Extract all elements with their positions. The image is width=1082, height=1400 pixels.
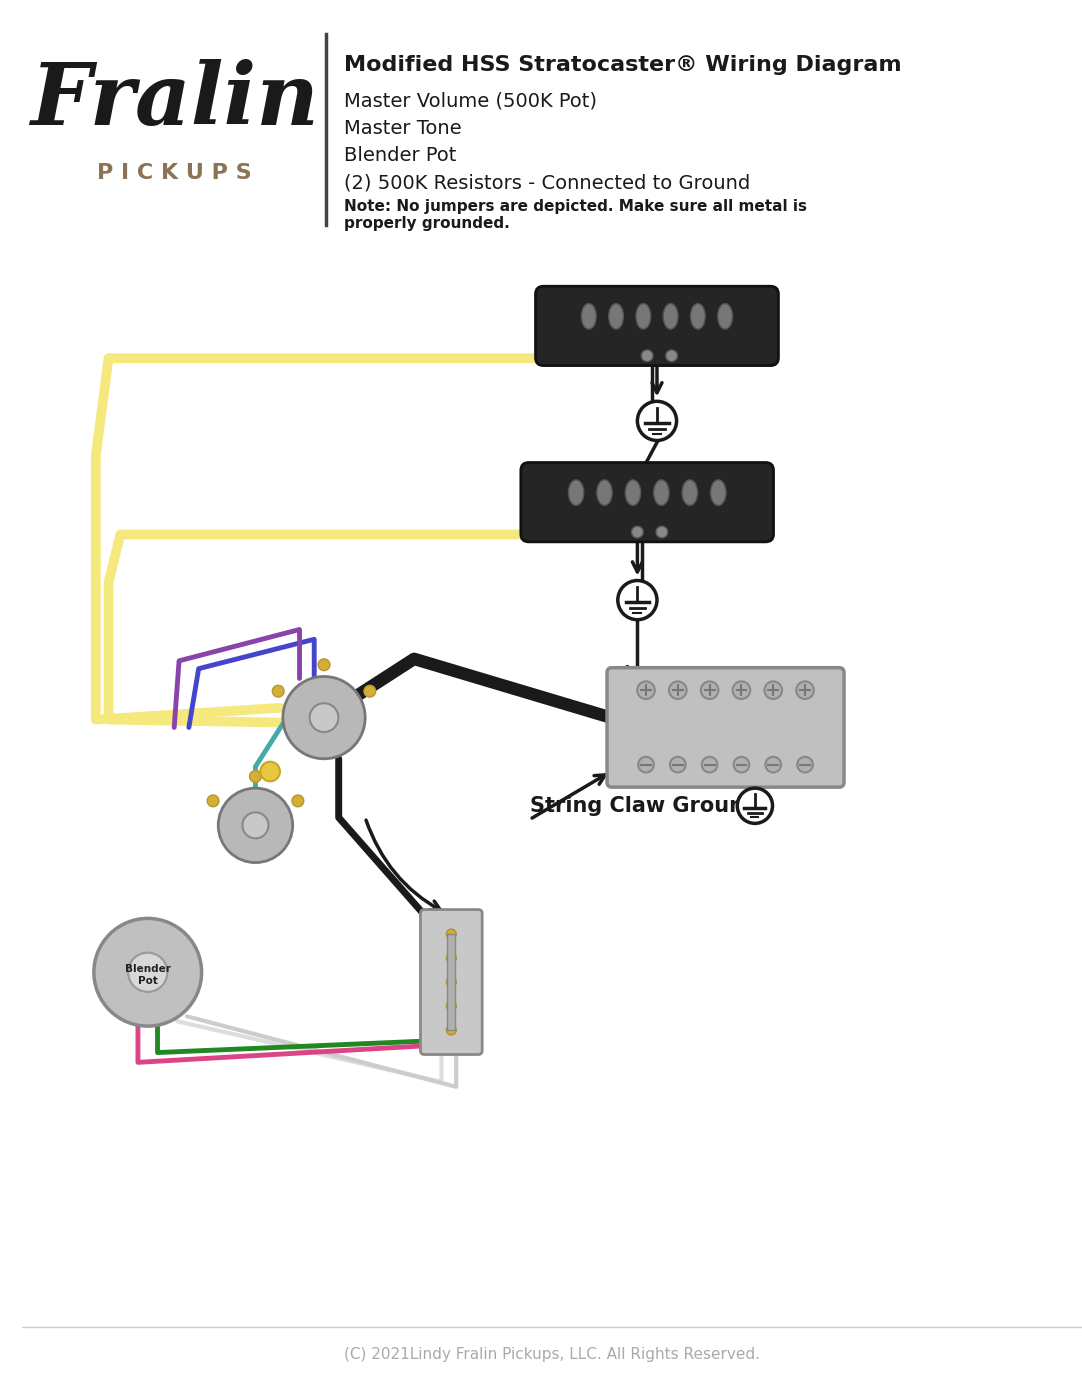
FancyBboxPatch shape (421, 910, 483, 1054)
Circle shape (734, 757, 749, 773)
Ellipse shape (711, 480, 726, 505)
Circle shape (94, 918, 201, 1026)
Circle shape (219, 788, 292, 862)
Circle shape (292, 795, 304, 806)
Ellipse shape (717, 304, 733, 329)
Circle shape (733, 682, 750, 699)
Circle shape (670, 757, 686, 773)
Text: Blender
Pot: Blender Pot (124, 965, 171, 986)
Ellipse shape (690, 304, 705, 329)
FancyBboxPatch shape (520, 462, 774, 542)
Ellipse shape (663, 304, 678, 329)
Circle shape (273, 686, 285, 697)
Bar (447, 934, 456, 1030)
Circle shape (637, 682, 655, 699)
Circle shape (765, 757, 781, 773)
Circle shape (309, 703, 339, 732)
Text: Master Tone: Master Tone (344, 119, 461, 137)
Ellipse shape (654, 480, 669, 505)
FancyBboxPatch shape (607, 668, 844, 787)
Circle shape (665, 350, 677, 361)
Text: P I C K U P S: P I C K U P S (97, 164, 251, 183)
Circle shape (737, 788, 773, 823)
Circle shape (669, 682, 687, 699)
Text: Master Volume (500K Pot): Master Volume (500K Pot) (344, 91, 596, 111)
Ellipse shape (609, 304, 623, 329)
Circle shape (128, 952, 168, 991)
Text: Note: No jumpers are depicted. Make sure all metal is
properly grounded.: Note: No jumpers are depicted. Make sure… (344, 199, 806, 231)
Circle shape (656, 526, 668, 538)
Text: String Claw Ground: String Claw Ground (530, 795, 758, 816)
Circle shape (796, 682, 814, 699)
Ellipse shape (568, 480, 584, 505)
Circle shape (797, 757, 813, 773)
Circle shape (702, 757, 717, 773)
Ellipse shape (625, 480, 641, 505)
Circle shape (618, 581, 657, 620)
Circle shape (642, 350, 654, 361)
Circle shape (242, 812, 268, 839)
Circle shape (637, 402, 676, 441)
Text: Blender Pot: Blender Pot (344, 146, 456, 165)
Circle shape (318, 659, 330, 671)
Circle shape (447, 930, 457, 939)
FancyBboxPatch shape (536, 286, 778, 365)
Circle shape (638, 757, 654, 773)
Circle shape (632, 526, 644, 538)
Text: (2) 500K Resistors - Connected to Ground: (2) 500K Resistors - Connected to Ground (344, 174, 750, 192)
Circle shape (447, 953, 457, 963)
Circle shape (447, 1025, 457, 1035)
Ellipse shape (682, 480, 698, 505)
Text: Modified HSS Stratocaster® Wiring Diagram: Modified HSS Stratocaster® Wiring Diagra… (344, 56, 901, 76)
Circle shape (250, 770, 262, 783)
Circle shape (207, 795, 219, 806)
Circle shape (447, 977, 457, 987)
Ellipse shape (581, 304, 596, 329)
Circle shape (261, 762, 280, 781)
Circle shape (764, 682, 782, 699)
Circle shape (282, 676, 365, 759)
Bar (23, 14, 1082, 235)
Text: Fralin: Fralin (29, 59, 318, 143)
Circle shape (701, 682, 718, 699)
Ellipse shape (636, 304, 650, 329)
Ellipse shape (597, 480, 612, 505)
Text: (C) 2021Lindy Fralin Pickups, LLC. All Rights Reserved.: (C) 2021Lindy Fralin Pickups, LLC. All R… (344, 1347, 761, 1362)
Circle shape (447, 1001, 457, 1011)
Circle shape (364, 686, 375, 697)
